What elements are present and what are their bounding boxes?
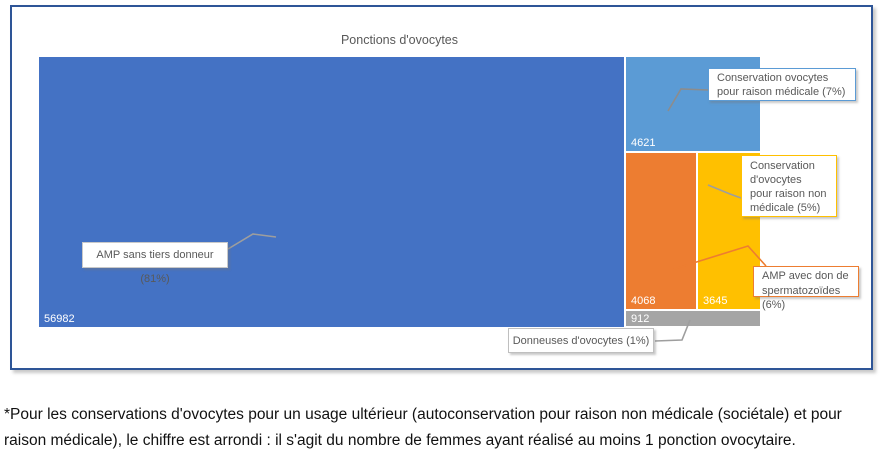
- cell-value-donneuses-ovocytes: 912: [631, 313, 650, 325]
- treemap-cell-conservation-non-medicale: 3645: [698, 153, 760, 309]
- callout-conservation-medicale: Conservation ovocytes pour raison médica…: [708, 68, 856, 101]
- treemap-cell-amp-sans-tiers-donneur: 56982: [39, 57, 624, 327]
- callout-donneuses-ovocytes: Donneuses d'ovocytes (1%): [508, 328, 654, 353]
- cell-value-amp-sans-tiers-donneur: 56982: [44, 313, 75, 325]
- callout-amp-don-spermatozoides: AMP avec don de spermatozoïdes (6%): [753, 266, 859, 311]
- footnote-text: *Pour les conservations d'ovocytes pour …: [4, 406, 842, 449]
- callout-amp-sans-tiers-donneur: AMP sans tiers donneur (81%): [82, 242, 228, 285]
- chart-title: Ponctions d'ovocytes: [340, 33, 459, 47]
- cell-value-conservation-medicale: 4621: [631, 137, 656, 149]
- cell-value-amp-don-spermatozoides: 4068: [631, 295, 656, 307]
- cell-value-conservation-non-medicale: 3645: [703, 295, 728, 307]
- treemap-cell-donneuses-ovocytes: 912: [626, 311, 760, 326]
- treemap-cell-amp-don-spermatozoides: 4068: [626, 153, 696, 309]
- callout-conservation-non-medicale: Conservation d'ovocytes pour raison non …: [741, 155, 837, 217]
